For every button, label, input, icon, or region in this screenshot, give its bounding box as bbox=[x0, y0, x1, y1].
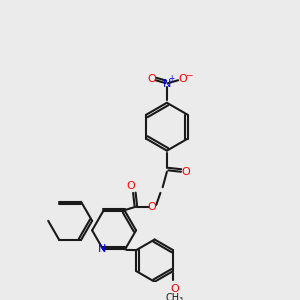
Text: O: O bbox=[147, 74, 156, 84]
Text: CH₃: CH₃ bbox=[165, 293, 183, 300]
Text: N: N bbox=[163, 80, 171, 89]
Text: O: O bbox=[147, 202, 156, 212]
Text: O: O bbox=[126, 181, 135, 191]
Text: +: + bbox=[168, 74, 175, 83]
Text: −: − bbox=[185, 70, 192, 79]
Text: N: N bbox=[98, 244, 106, 254]
Text: O: O bbox=[178, 74, 187, 84]
Text: O: O bbox=[170, 284, 179, 294]
Text: O: O bbox=[182, 167, 190, 177]
